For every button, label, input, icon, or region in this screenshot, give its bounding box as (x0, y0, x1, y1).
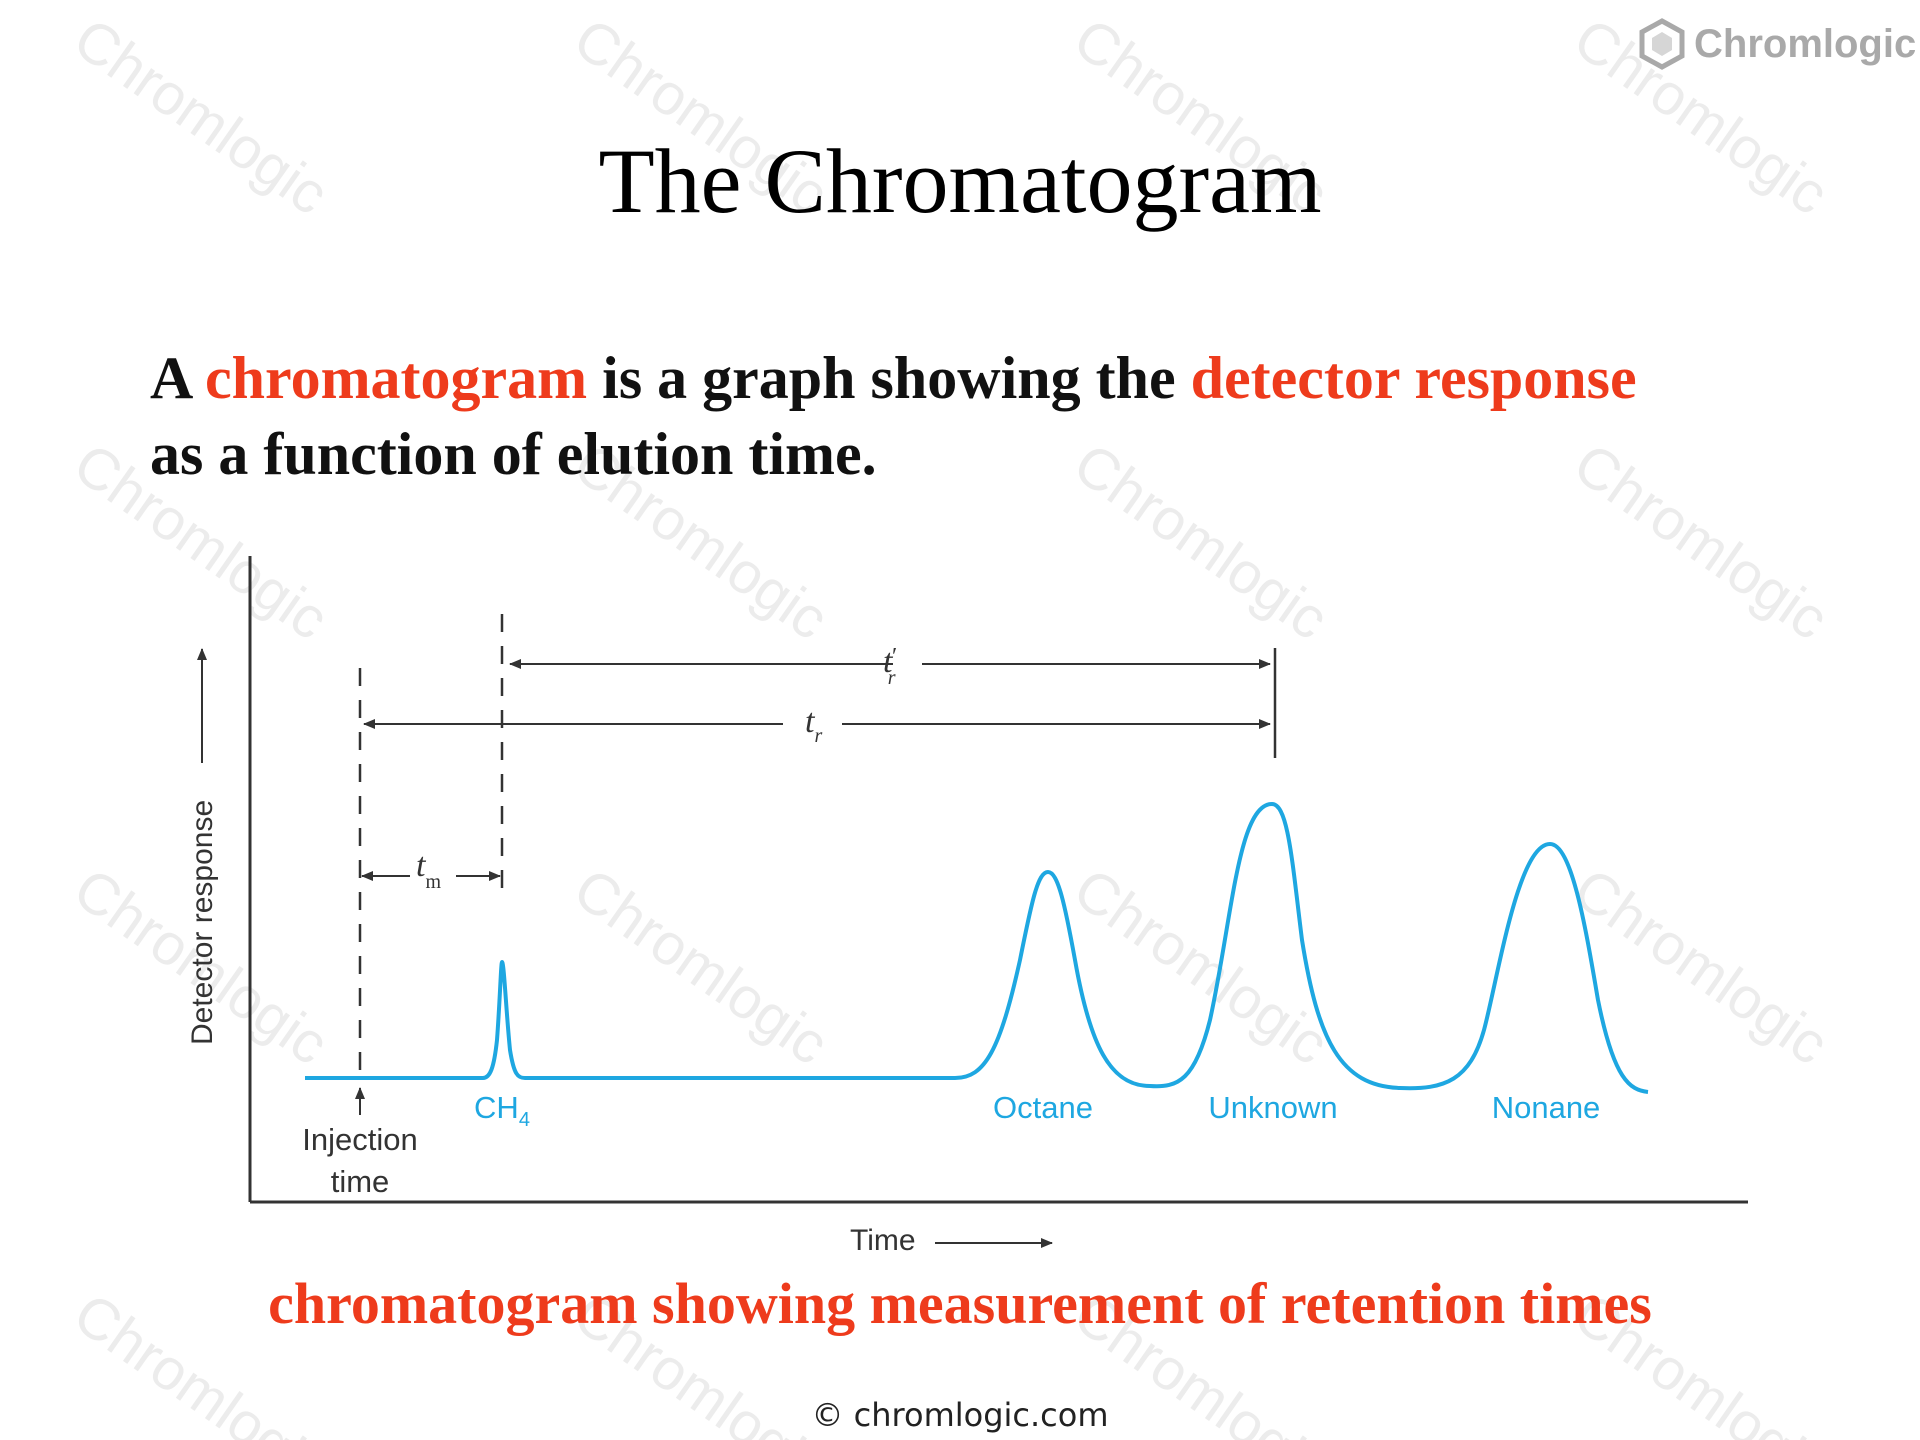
intro-text: A chromatogram is a graph showing the de… (150, 340, 1850, 492)
peak-label-unknown: Unknown (1208, 1090, 1337, 1125)
figure-caption: chromatogram showing measurement of rete… (268, 1271, 1652, 1336)
logo-text: Chromlogic (1694, 21, 1917, 66)
peak-label-nonane: Nonane (1492, 1090, 1601, 1125)
footer-copyright: © chromlogic.com (811, 1396, 1109, 1434)
chromatogram-trace (305, 801, 1649, 1094)
hexagon-logo-icon (1639, 18, 1685, 70)
intro-part-3: as a function of elution time. (150, 421, 877, 487)
injection-label-line1: Injection (302, 1122, 417, 1157)
x-axis-label: Time (850, 1224, 916, 1257)
page-title: The Chromatogram (598, 130, 1322, 232)
y-axis-label-group: Detector response (186, 648, 219, 1045)
brand-logo: Chromlogic (1638, 18, 1916, 70)
tm-label: tm (416, 847, 441, 893)
intro-part-2: is a graph showing the (587, 345, 1191, 411)
term-chromatogram: chromatogram (205, 345, 588, 411)
peak-label-octane: Octane (993, 1090, 1093, 1125)
y-axis-label: Detector response (186, 800, 219, 1045)
injection-label-line2: time (331, 1164, 390, 1199)
tr-label: tr (805, 703, 822, 747)
trp-label: t′ r (883, 643, 896, 689)
intro-part-1: A (150, 345, 206, 411)
term-detector-response: detector response (1190, 345, 1637, 411)
peak-label-ch4: CH4 (474, 1090, 530, 1131)
